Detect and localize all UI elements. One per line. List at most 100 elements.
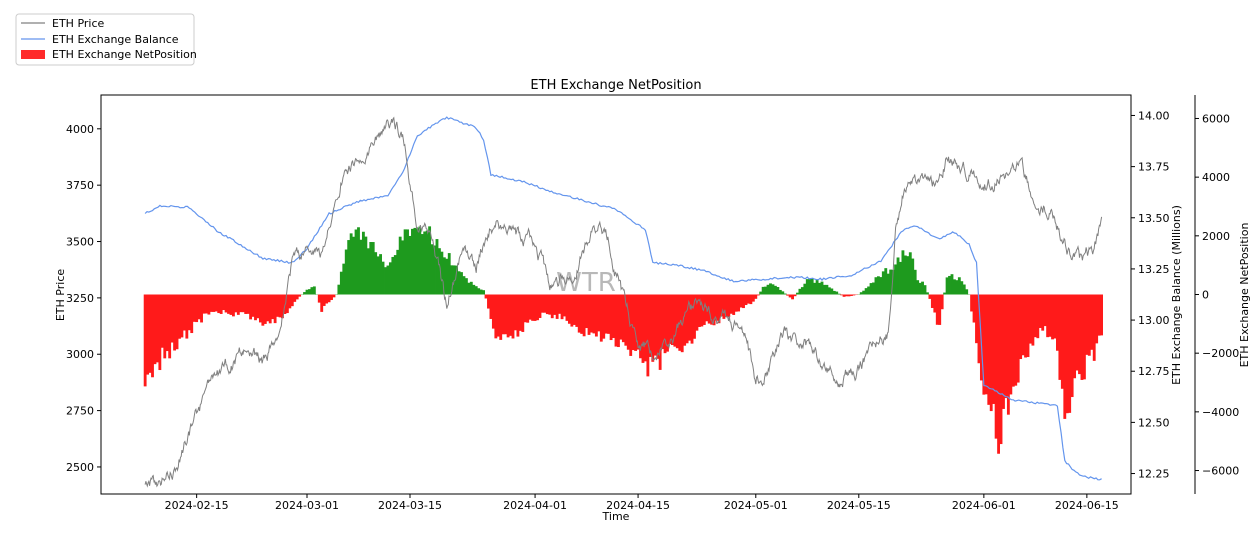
netposition-bar-18 <box>188 295 191 331</box>
netposition-bar-21 <box>195 295 198 323</box>
netposition-bar-35 <box>230 295 233 315</box>
netposition-bar-113 <box>421 234 424 294</box>
netposition-bar-332 <box>958 277 961 294</box>
price-tick-label-3: 3250 <box>66 292 94 305</box>
netposition-bar-45 <box>254 295 257 321</box>
netposition-bar-42 <box>247 295 250 314</box>
netposition-bar-128 <box>458 271 461 294</box>
netposition-bar-5 <box>156 295 159 363</box>
netposition-bar-361 <box>1029 295 1032 344</box>
netposition-bar-177 <box>578 295 581 333</box>
balance-tick-label-5: 13.50 <box>1138 212 1170 225</box>
netposition-bar-354 <box>1012 295 1015 387</box>
netposition-bar-170 <box>561 295 564 320</box>
netposition-bar-248 <box>752 295 755 302</box>
netposition-bar-180 <box>585 295 588 329</box>
netposition-bar-330 <box>953 279 956 294</box>
netposition-bar-373 <box>1058 295 1061 380</box>
netposition-bar-145 <box>499 295 502 340</box>
netposition-bar-81 <box>342 264 345 295</box>
netposition-bar-217 <box>676 295 679 349</box>
netposition-bar-29 <box>215 295 218 312</box>
netposition-bar-34 <box>227 295 230 314</box>
netposition-bar-175 <box>573 295 576 325</box>
netposition-bar-28 <box>212 295 215 312</box>
netposition-bar-186 <box>600 295 603 342</box>
netposition-bar-292 <box>860 292 863 294</box>
netposition-bar-98 <box>384 267 387 294</box>
legend-label-balance: ETH Exchange Balance <box>52 33 179 46</box>
x-tick-label-0: 2024-02-15 <box>165 499 229 512</box>
x-tick-label-1: 2024-03-01 <box>275 499 339 512</box>
netposition-bar-63 <box>298 295 301 297</box>
netposition-bar-46 <box>257 295 260 319</box>
netposition-bar-159 <box>534 295 537 321</box>
netposition-bar-325 <box>941 295 944 310</box>
netposition-bar-323 <box>936 295 939 325</box>
netposition-bar-375 <box>1063 295 1066 419</box>
netposition-bar-320 <box>928 295 931 299</box>
netposition-bar-59 <box>288 295 291 309</box>
netposition-bar-386 <box>1090 295 1093 350</box>
netposition-bar-297 <box>872 283 875 295</box>
netposition-bar-367 <box>1044 295 1047 327</box>
netposition-bar-80 <box>340 272 343 295</box>
netposition-bar-137 <box>480 290 483 295</box>
netposition-bar-105 <box>401 240 404 294</box>
netposition-bar-184 <box>595 295 598 337</box>
netposition-bar-47 <box>259 295 262 323</box>
netposition-bar-255 <box>769 283 772 294</box>
netposition-bar-79 <box>337 285 340 295</box>
netposition-bar-244 <box>742 295 745 309</box>
netposition-bar-12 <box>173 295 176 351</box>
netposition-bar-223 <box>691 295 694 344</box>
netposition-bar-84 <box>350 233 353 294</box>
netposition-bar-168 <box>556 295 559 319</box>
netposition-bar-265 <box>794 295 797 297</box>
price-tick-label-1: 2750 <box>66 405 94 418</box>
netposition-bar-124 <box>448 253 451 294</box>
netposition-bar-269 <box>803 284 806 295</box>
x-tick-label-8: 2024-06-15 <box>1055 499 1119 512</box>
price-tick-label-4: 3500 <box>66 236 94 249</box>
netposition-bar-376 <box>1066 295 1069 414</box>
netposition-bar-351 <box>1005 295 1008 399</box>
netposition-bar-155 <box>524 295 527 323</box>
netposition-bar-368 <box>1046 295 1049 338</box>
netposition-bar-312 <box>909 252 912 294</box>
netposition-bar-44 <box>252 295 255 317</box>
netposition-bar-30 <box>217 295 220 314</box>
netposition-bar-123 <box>445 259 448 295</box>
netposition-bar-90 <box>364 237 367 295</box>
netposition-bar-357 <box>1019 295 1022 360</box>
netposition-bar-285 <box>843 295 846 297</box>
netposition-bar-257 <box>774 286 777 295</box>
netposition-bar-50 <box>266 295 269 322</box>
netposition-bar-182 <box>590 295 593 333</box>
netposition-bar-261 <box>784 294 787 295</box>
netposition-bar-102 <box>394 255 397 294</box>
netposition-bar-321 <box>931 295 934 308</box>
netposition-bar-129 <box>460 272 463 294</box>
netposition-bar-287 <box>848 295 851 297</box>
x-tick-label-3: 2024-04-01 <box>503 499 567 512</box>
netposition-bar-97 <box>382 262 385 295</box>
netposition-bar-55 <box>279 295 282 318</box>
netposition-bar-307 <box>897 257 900 294</box>
netposition-bar-22 <box>198 295 201 320</box>
x-tick-label-6: 2024-05-15 <box>827 499 891 512</box>
price-tick-label-2: 3000 <box>66 348 94 361</box>
x-tick-label-2: 2024-03-15 <box>378 499 442 512</box>
netposition-bar-169 <box>558 295 561 314</box>
netposition-bar-238 <box>727 295 730 318</box>
netposition-bar-274 <box>816 279 819 294</box>
netposition-bar-72 <box>320 295 323 312</box>
netposition-bar-209 <box>656 295 659 359</box>
netposition-bar-246 <box>747 295 750 304</box>
netposition-bar-54 <box>276 295 279 317</box>
netposition-axis-label: ETH Exchange NetPosition <box>1238 223 1251 368</box>
netposition-bar-104 <box>399 237 402 295</box>
netposition-bar-333 <box>960 281 963 294</box>
netposition-bar-339 <box>975 295 978 344</box>
